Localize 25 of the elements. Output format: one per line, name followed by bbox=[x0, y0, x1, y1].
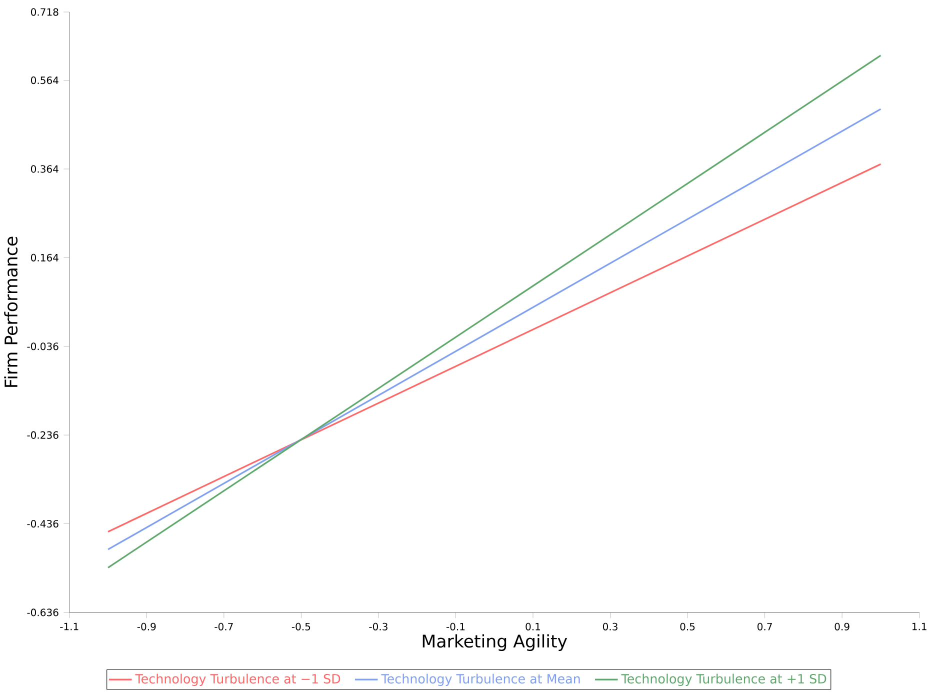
legend-label: Technology Turbulence at −1 SD bbox=[135, 674, 340, 686]
y-tick-label: 0.718 bbox=[31, 8, 58, 16]
legend-label: Technology Turbulence at +1 SD bbox=[621, 674, 826, 686]
y-axis-title: Firm Performance bbox=[4, 236, 18, 387]
x-tick-label: -0.9 bbox=[137, 622, 156, 630]
y-tick-label: 0.564 bbox=[31, 76, 58, 84]
x-tick-label: 1.1 bbox=[912, 622, 926, 630]
y-tick-label: -0.036 bbox=[27, 342, 58, 350]
x-tick-label: -1.1 bbox=[60, 622, 78, 630]
x-tick-label: 0.7 bbox=[758, 622, 772, 630]
y-tick-label: 0.164 bbox=[31, 254, 58, 262]
y-tick-label: -0.236 bbox=[27, 431, 58, 439]
x-tick-label: 0.3 bbox=[602, 622, 618, 630]
x-tick-label: 0.5 bbox=[680, 622, 695, 630]
x-tick-label: -0.5 bbox=[292, 622, 310, 630]
x-tick-label: 0.1 bbox=[526, 622, 540, 630]
x-axis-title: Marketing Agility bbox=[422, 634, 568, 652]
x-tick-label: 0.9 bbox=[834, 622, 850, 630]
y-tick-label: -0.636 bbox=[27, 608, 58, 616]
x-tick-label: -0.1 bbox=[446, 622, 465, 630]
x-tick-label: -0.7 bbox=[214, 622, 233, 630]
x-tick-label: -0.3 bbox=[369, 622, 388, 630]
legend-label: Technology Turbulence at Mean bbox=[381, 674, 580, 686]
y-tick-label: 0.364 bbox=[31, 165, 58, 173]
y-tick-label: -0.436 bbox=[27, 520, 58, 528]
